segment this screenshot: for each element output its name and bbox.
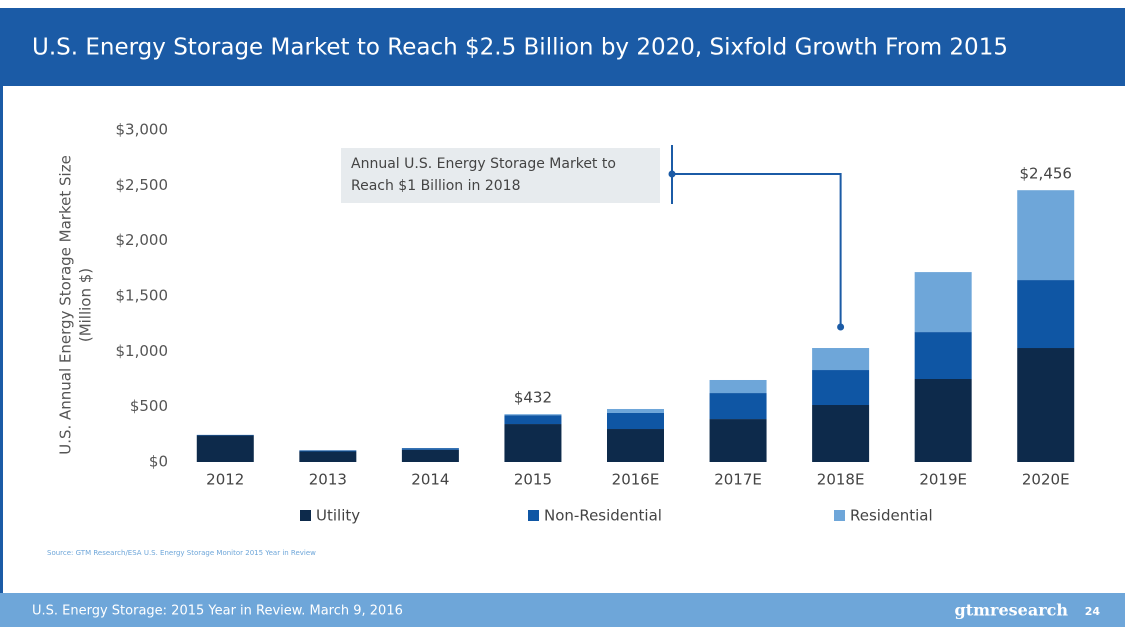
x-tick-label: 2020E [1022, 471, 1070, 489]
callout-box [341, 148, 660, 203]
y-tick-label: $0 [149, 453, 168, 471]
x-tick-label: 2013 [309, 471, 347, 489]
legend-swatch [528, 510, 539, 521]
y-tick-label: $3,000 [116, 121, 169, 139]
y-tick-label: $500 [130, 397, 168, 415]
page-number: 24 [1085, 605, 1101, 618]
bar-segment [709, 419, 767, 462]
bar-segment [812, 370, 870, 406]
footer-text: U.S. Energy Storage: 2015 Year in Review… [32, 604, 403, 619]
y-tick-label: $1,000 [116, 342, 169, 360]
source: Source: GTM Research/ESA U.S. Energy Sto… [47, 549, 316, 557]
bar-segment [504, 424, 562, 462]
bar-segment [196, 434, 254, 436]
y-tick-label: $1,500 [116, 287, 169, 305]
bar-segment [709, 393, 767, 420]
bar-segment [299, 450, 357, 452]
bar-segment [914, 272, 972, 333]
bar-segment [504, 415, 562, 425]
x-tick-label: 2017E [714, 471, 762, 489]
callout-dot [668, 170, 676, 178]
brand: gtmresearch [955, 601, 1069, 620]
bar-segment [914, 379, 972, 462]
x-tick-label: 2014 [411, 471, 449, 489]
bar-segment [607, 429, 664, 462]
y-tick-label: $2,000 [116, 231, 169, 249]
legend-label: Utility [316, 507, 360, 525]
y-tick-label: $2,500 [116, 176, 169, 194]
total-label: $432 [514, 389, 552, 407]
callout-dot [837, 323, 845, 331]
title-bar [0, 8, 1125, 86]
bar-segment [299, 451, 357, 462]
legend-swatch [300, 510, 311, 521]
legend-label: Residential [850, 507, 933, 525]
total-label: $2,456 [1019, 165, 1072, 183]
x-tick-label: 2018E [817, 471, 865, 489]
slide-title: U.S. Energy Storage Market to Reach $2.5… [32, 35, 1008, 61]
bar-segment [812, 348, 870, 371]
legend-swatch [834, 510, 845, 521]
bar-segment [1017, 190, 1075, 281]
bar-segment [607, 408, 664, 413]
callout-text: Annual U.S. Energy Storage Market to [351, 156, 616, 172]
legend-label: Non-Residential [544, 507, 662, 525]
bar-segment [504, 414, 562, 416]
bar-segment [914, 332, 972, 379]
callout-text: Reach $1 Billion in 2018 [351, 178, 520, 194]
left-border [0, 86, 3, 593]
bar-segment [1017, 280, 1075, 349]
bar-segment [709, 379, 767, 394]
bar-segment [196, 435, 254, 462]
x-tick-label: 2019E [919, 471, 967, 489]
y-axis-label: U.S. Annual Energy Storage Market Size [57, 155, 75, 455]
y-axis-label: (Million $) [77, 268, 95, 342]
x-tick-label: 2016E [612, 471, 660, 489]
bar-segment [401, 448, 459, 450]
bar-segment [1017, 348, 1075, 462]
x-tick-label: 2012 [206, 471, 244, 489]
callout-leader [672, 173, 842, 327]
bar-segment [607, 412, 664, 430]
footer-bar [0, 593, 1125, 627]
bar-segment [401, 449, 459, 462]
x-tick-label: 2015 [514, 471, 552, 489]
bar-segment [812, 405, 870, 462]
